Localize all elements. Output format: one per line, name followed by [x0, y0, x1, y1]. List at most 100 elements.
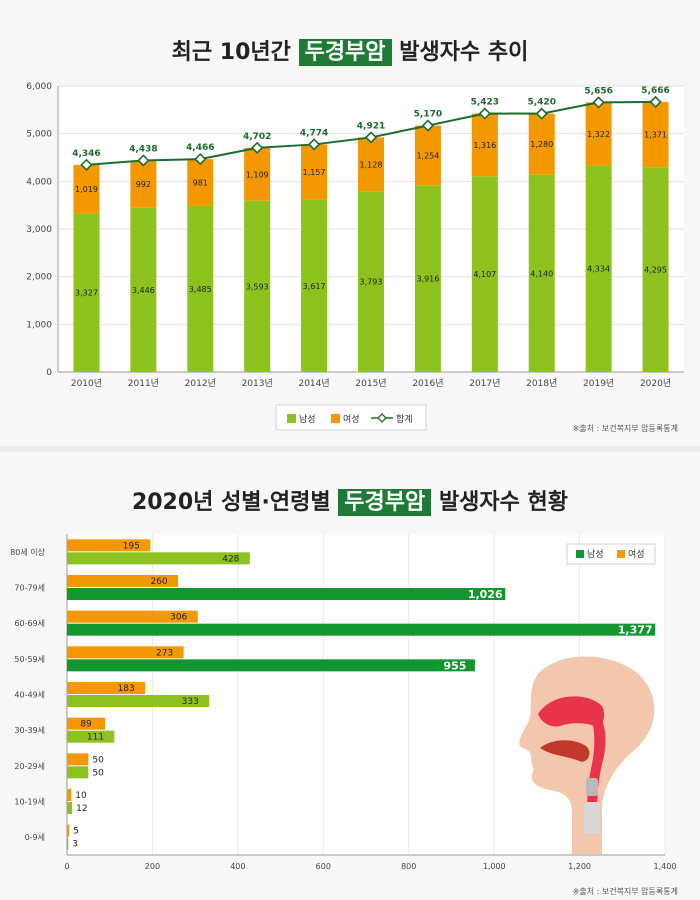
- label-female: 5: [73, 827, 79, 837]
- x-tick-label: 0: [64, 862, 69, 871]
- label-female: 306: [170, 613, 187, 623]
- trend-chart-panel: 최근 10년간 두경부암 발생자수 추이 0 1,000 2,000 3,000 4,0…: [0, 0, 700, 446]
- label-female: 273: [156, 648, 173, 658]
- y-tick-label: 60-69세: [14, 619, 45, 628]
- total-label: 4,466: [186, 143, 214, 153]
- y-tick-label: 5,000: [26, 130, 52, 140]
- x-tick-label: 600: [316, 862, 331, 871]
- bar-male: [642, 167, 669, 372]
- total-label: 4,346: [72, 149, 100, 159]
- total-point: [535, 107, 548, 120]
- legend-label-total: 합계: [396, 413, 413, 425]
- total-label: 4,702: [243, 132, 271, 142]
- legend-label-male: 남성: [299, 414, 316, 425]
- total-label: 4,921: [357, 121, 385, 131]
- trend-title-highlight: 두경부암: [298, 39, 392, 66]
- label-female: 1,371: [644, 131, 667, 140]
- legend-label-male: 남성: [587, 549, 604, 560]
- total-point: [194, 152, 207, 166]
- bar-male: [67, 802, 73, 814]
- label-male: 3,327: [75, 289, 98, 298]
- age-title-prefix: 2020년 성별·연령별: [131, 490, 331, 515]
- label-male: 3,916: [416, 275, 439, 284]
- legend-swatch-female: [617, 550, 625, 558]
- mouth-tongue: [540, 740, 590, 762]
- legend-box: [566, 543, 656, 565]
- y-tick-label: 50-59세: [14, 655, 45, 664]
- age-chart-title: 2020년 성별·연령별 두경부암 발생자수 현황: [0, 484, 700, 516]
- label-female: 1,280: [530, 140, 553, 149]
- label-male: 3,593: [246, 282, 269, 291]
- age-title-highlight: 두경부암: [338, 489, 432, 516]
- label-female: 195: [123, 541, 140, 551]
- age-chart: 0 200 400 600 800 1,000 1,200 1,400 80세 이상 195 428…: [10, 534, 677, 871]
- label-male: 1,377: [618, 624, 653, 637]
- y-tick-label: 6,000: [26, 82, 52, 92]
- bar-male: [471, 176, 498, 372]
- legend-swatch-male: [576, 550, 584, 558]
- bar-female: [67, 610, 198, 623]
- label-male: 428: [222, 554, 239, 564]
- label-male: 955: [443, 659, 466, 672]
- x-tick-label: 800: [401, 862, 416, 871]
- total-label: 5,666: [641, 86, 669, 96]
- y-tick-label: 70-79세: [14, 584, 45, 593]
- label-male: 1,026: [468, 588, 503, 601]
- bar-male: [301, 199, 328, 372]
- label-male: 12: [76, 804, 87, 814]
- x-tick-label: 2019년: [583, 378, 614, 389]
- age-source-note: ※출처 : 보건복지부 암등록통계: [572, 887, 678, 896]
- label-male: 3,793: [360, 278, 383, 287]
- label-male: 4,107: [473, 270, 496, 279]
- bar-male: [414, 185, 441, 372]
- nasal-cavity: [538, 696, 605, 728]
- legend-marker-total: [377, 413, 387, 423]
- label-male: 3,485: [189, 285, 212, 294]
- total-point: [307, 138, 321, 151]
- total-point: [251, 141, 264, 155]
- label-male: 4,334: [587, 265, 610, 274]
- bar-female: [471, 113, 498, 177]
- x-tick-label: 1,400: [654, 862, 677, 871]
- label-male: 111: [87, 733, 104, 743]
- trend-chart: 0 1,000 2,000 3,000 4,000 5,000 6,000 3,327 1,01…: [26, 82, 684, 431]
- bar-male: [67, 623, 656, 636]
- bar-female: [67, 575, 179, 587]
- x-tick-label: 200: [145, 862, 160, 871]
- total-point: [137, 154, 150, 167]
- bar-male: [67, 588, 506, 600]
- label-male: 3,446: [132, 286, 155, 295]
- label-female: 10: [75, 791, 87, 801]
- bar-male: [67, 659, 475, 672]
- y-tick-label: 80세 이상: [10, 547, 45, 557]
- label-male: 50: [92, 768, 104, 778]
- bar-female: [73, 164, 100, 214]
- total-point: [364, 131, 378, 144]
- bar-female: [67, 682, 146, 694]
- bar-male: [244, 200, 271, 372]
- y-tick-label: 3,000: [26, 225, 52, 235]
- bar-male: [528, 174, 555, 372]
- bar-male: [358, 191, 384, 372]
- legend-swatch-male: [287, 414, 296, 423]
- legend-swatch-female: [331, 414, 340, 423]
- x-tick-label: 2015년: [355, 378, 386, 389]
- x-tick-label: 1,000: [483, 862, 506, 871]
- legend-box: [275, 404, 427, 431]
- trend-legend: 남성 여성 합계: [275, 404, 427, 431]
- age-title-suffix: 발생자수 현황: [438, 490, 569, 515]
- y-tick-label: 40-49세: [14, 691, 45, 700]
- label-female: 1,128: [360, 160, 383, 169]
- trend-title-suffix: 발생자수 추이: [399, 40, 529, 65]
- y-tick-label: 1,000: [26, 320, 52, 330]
- bar-male: [585, 165, 612, 372]
- label-female: 50: [92, 755, 104, 765]
- total-label: 4,438: [129, 144, 157, 154]
- bar-female: [414, 125, 441, 186]
- age-legend: 남성 여성: [566, 543, 656, 565]
- x-tick-label: 2020년: [640, 378, 671, 389]
- x-tick-label: 2013년: [242, 378, 273, 389]
- y-tick-label: 30-39세: [14, 726, 45, 735]
- bar-female: [528, 113, 555, 175]
- bar-male: [67, 695, 210, 707]
